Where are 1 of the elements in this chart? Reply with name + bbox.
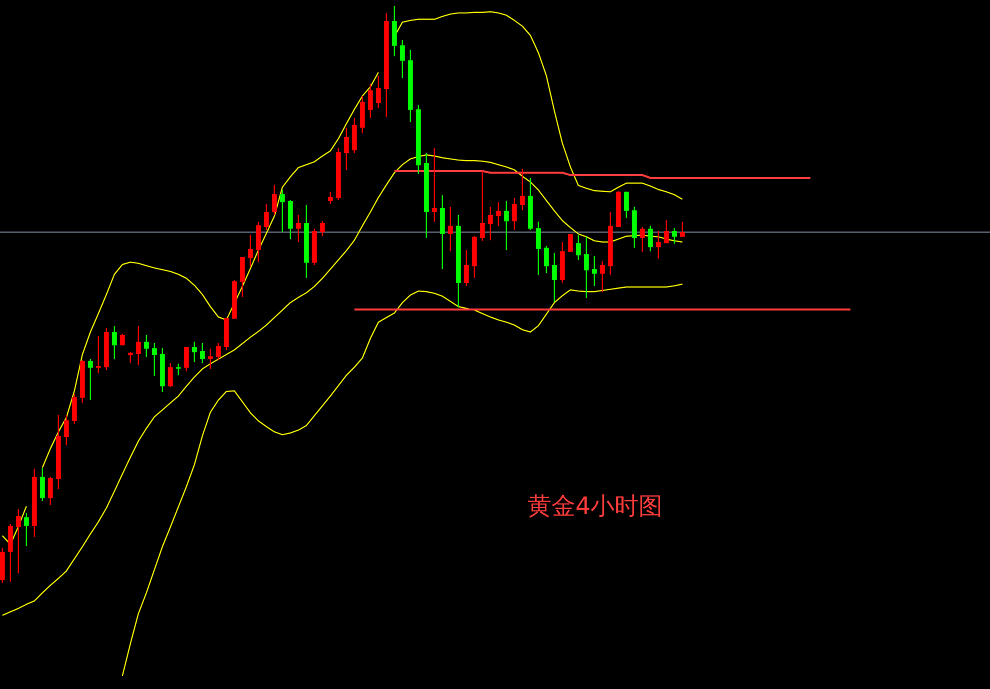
- annotation: 黄金4小时图: [527, 492, 663, 520]
